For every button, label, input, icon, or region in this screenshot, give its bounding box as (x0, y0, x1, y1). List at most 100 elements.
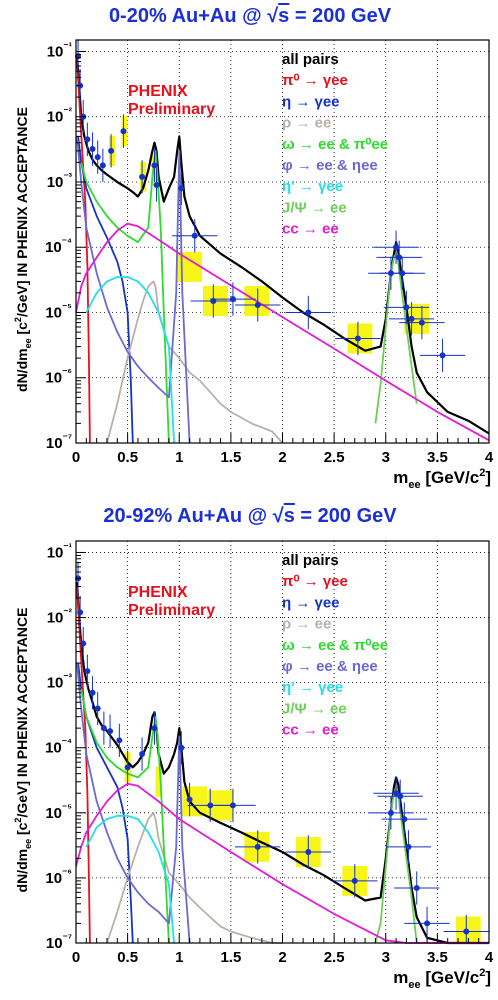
data-point (99, 162, 106, 169)
data-point (413, 884, 420, 891)
xlabel-unit: [GeV/c (421, 468, 480, 487)
y-tick-label: 10⁻⁴ (45, 237, 72, 256)
ylabel-b: [c (14, 322, 30, 339)
data-point (100, 725, 107, 732)
legend-entry-0: all pairs (282, 51, 339, 68)
title-s: s (284, 505, 295, 527)
x-tick-label: 0.5 (117, 949, 138, 966)
x-tick-label: 1.5 (220, 449, 241, 466)
chart-panel-central: 0-20% Au+Au @ √s = 200 GeV 0 0.5 1 1.5 2 2.5 3 3… (13, 5, 494, 491)
ylabel-a: dN/dm (14, 849, 30, 893)
title-prefix: 0-20% Au+Au @ (109, 5, 267, 27)
data-point (153, 181, 160, 188)
legend-entry-5: φ → ee & ηee (282, 157, 378, 174)
xlabel-sup: 2 (479, 967, 485, 979)
chart-title: 0-20% Au+Au @ √s = 200 GeV (109, 5, 392, 27)
data-point (387, 809, 394, 816)
y-tick-base: 10 (47, 675, 64, 692)
legend-entry-4: ω → ee & π⁰ee (282, 637, 388, 654)
y-tick-label: 10⁻³ (47, 673, 73, 692)
data-point (403, 304, 410, 311)
y-tick-label: 10⁻¹ (47, 542, 73, 561)
annotation-phenix: PHENIX (128, 83, 188, 100)
legend-entry-1: π⁰ → γee (282, 573, 348, 590)
y-tick-base: 10 (47, 43, 64, 60)
series-line-5 (76, 662, 191, 944)
legend-entry-6: η' → γee (282, 679, 343, 696)
legend-entry-3: ρ → ee (282, 616, 331, 633)
data-point (305, 309, 312, 316)
y-tick-exp: ⁻² (63, 107, 72, 118)
data-points (75, 39, 466, 373)
y-tick-base: 10 (45, 370, 62, 387)
data-point (77, 609, 84, 616)
series-line-8 (75, 782, 489, 944)
legend-entry-0: all pairs (282, 552, 339, 569)
title-prefix: 20-92% Au+Au @ (103, 505, 272, 527)
data-point (354, 335, 361, 342)
data-point (405, 843, 412, 850)
ylabel-sup: 2 (13, 317, 23, 322)
ylabel-a: dN/dm (14, 348, 30, 392)
plot-area (76, 40, 489, 443)
y-tick-exp: ⁻⁴ (62, 237, 72, 248)
data-point (108, 147, 115, 154)
x-tick-label: 2.5 (324, 449, 345, 466)
y-tick-exp: ⁻⁶ (62, 368, 72, 379)
y-tick-label: 10⁻⁷ (46, 433, 72, 452)
y-tick-exp: ⁻⁷ (63, 433, 72, 444)
x-tick-label: 2 (278, 449, 286, 466)
annotation-preliminary: Preliminary (128, 602, 215, 619)
ylabel-sub: ee (23, 839, 33, 849)
data-point (139, 173, 146, 180)
x-tick-label: 0 (72, 449, 80, 466)
data-point (408, 315, 415, 322)
data-point (229, 802, 236, 809)
ylabel-b: [c (14, 822, 30, 839)
legend-entry-6: η' → γee (282, 178, 343, 195)
data-point (424, 920, 431, 927)
data-point (84, 668, 91, 675)
xlabel-close: ] (485, 468, 491, 487)
series-line-3 (106, 811, 283, 944)
data-point (94, 154, 101, 161)
data-point (178, 185, 185, 192)
data-point (396, 254, 403, 261)
legend: all pairs π⁰ → γee η → γee ρ → ee ω → ee & π… (282, 51, 388, 238)
y-tick-label: 10⁻³ (47, 172, 73, 191)
x-tick-label: 3 (382, 449, 390, 466)
y-tick-exp: ⁻¹ (63, 41, 72, 52)
legend-entry-4: ω → ee & π⁰ee (282, 136, 388, 153)
data-point (89, 689, 96, 696)
xlabel-close: ] (485, 968, 491, 987)
legend-entry-8: cc → ee (282, 221, 339, 238)
x-tick-label: 3 (382, 949, 390, 966)
legend-entry-3: ρ → ee (282, 115, 331, 132)
x-tick-label: 1.5 (220, 949, 241, 966)
x-axis-title: mee [GeV/c2] (393, 467, 491, 491)
data-point (89, 146, 96, 153)
data-point (80, 640, 87, 647)
data-point (186, 796, 193, 803)
data-point (151, 725, 158, 732)
y-tick-exp: ⁻⁶ (62, 868, 72, 879)
x-tick-label: 0.5 (117, 449, 138, 466)
xlabel-sup: 2 (479, 467, 485, 479)
x-tick-label: 2 (278, 949, 286, 966)
sys-box (155, 766, 162, 797)
y-tick-base: 10 (45, 740, 62, 757)
y-tick-label: 10⁻⁷ (46, 933, 72, 952)
data-point (191, 232, 198, 239)
y-tick-label: 10⁻² (47, 107, 73, 126)
data-point (393, 244, 400, 251)
title-sqrt: √ (267, 5, 279, 27)
y-tick-exp: ⁻² (63, 608, 72, 619)
x-tick-label: 1 (175, 449, 183, 466)
x-tick-label: 2.5 (324, 949, 345, 966)
chart-title: 20-92% Au+Au @ √s = 200 GeV (103, 505, 397, 527)
y-tick-base: 10 (47, 109, 64, 126)
data-point (151, 162, 158, 169)
title-suffix: = 200 GeV (289, 5, 391, 27)
y-tick-base: 10 (45, 239, 62, 256)
annotation-preliminary: Preliminary (128, 101, 215, 118)
